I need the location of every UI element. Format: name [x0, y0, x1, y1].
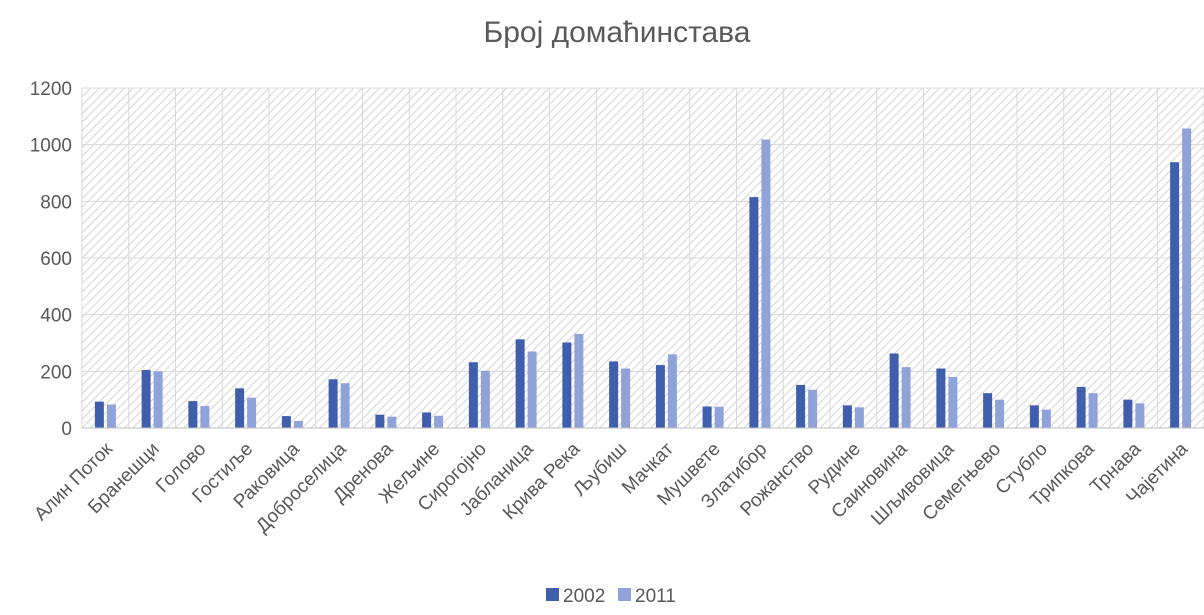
bar-2002: [515, 339, 525, 428]
bar-2011: [714, 406, 724, 428]
bar-2011: [480, 370, 490, 428]
bar-2002: [141, 369, 151, 428]
legend-swatch-2011: [618, 588, 631, 601]
legend-label-2002: 2002: [563, 586, 605, 607]
y-tick-label: 1000: [30, 136, 72, 157]
bar-2002: [1123, 399, 1133, 428]
bar-2002: [468, 362, 478, 428]
legend-swatch-2002: [546, 588, 559, 601]
bar-2011: [106, 404, 116, 428]
bar-2002: [235, 388, 245, 428]
bar-2011: [527, 351, 537, 428]
bar-2002: [422, 412, 432, 428]
bar-2011: [1182, 128, 1192, 428]
bar-2002: [188, 401, 198, 428]
y-tick-label: 600: [40, 249, 72, 270]
bar-2002: [1170, 162, 1180, 428]
y-tick-label: 200: [40, 362, 72, 383]
legend: 2002 2011: [546, 586, 676, 607]
bar-2011: [387, 416, 397, 428]
bar-2002: [842, 405, 852, 428]
bar-2002: [702, 406, 712, 428]
y-tick-label: 800: [40, 192, 72, 213]
legend-label-2011: 2011: [635, 586, 676, 607]
bar-2002: [936, 368, 946, 428]
y-tick-label: 0: [61, 419, 72, 440]
bar-2011: [1041, 409, 1051, 428]
y-tick-label: 1200: [30, 79, 72, 100]
x-axis: Алин ПотокБранешциГоловоГостиљеРаковицаД…: [30, 427, 1204, 537]
bar-2002: [328, 379, 338, 428]
bar-2002: [281, 416, 291, 428]
bar-2011: [854, 407, 864, 428]
bar-2002: [94, 401, 104, 428]
bar-2011: [434, 415, 444, 428]
bar-2011: [340, 383, 350, 428]
bar-2002: [1029, 405, 1039, 428]
bar-2011: [808, 389, 818, 428]
bars: [94, 128, 1192, 429]
bar-2002: [889, 353, 899, 428]
bar-2011: [247, 397, 257, 428]
bar-2011: [574, 333, 584, 428]
bar-2002: [749, 197, 759, 428]
bar-2002: [796, 384, 806, 428]
bar-2002: [655, 365, 665, 428]
bar-2011: [995, 399, 1005, 428]
bar-2011: [293, 420, 303, 428]
y-tick-label: 400: [40, 306, 72, 327]
bar-2011: [621, 368, 631, 428]
bar-2002: [609, 361, 619, 428]
bar-2011: [1135, 403, 1145, 428]
bar-2002: [983, 393, 993, 428]
bar-2011: [153, 371, 163, 428]
bar-2011: [1088, 393, 1098, 428]
bar-2002: [375, 414, 385, 428]
chart-title: Број домаћинстава: [484, 16, 751, 49]
bar-2002: [1076, 386, 1086, 428]
bar-2011: [667, 354, 677, 428]
y-axis: 0 200 400 600 800 1000 1200: [30, 79, 72, 440]
gridlines: [81, 87, 1204, 429]
bar-2011: [948, 377, 958, 428]
bar-2011: [200, 405, 210, 428]
bar-2011: [761, 139, 771, 429]
bar-2002: [562, 342, 572, 428]
bar-2011: [901, 367, 911, 428]
